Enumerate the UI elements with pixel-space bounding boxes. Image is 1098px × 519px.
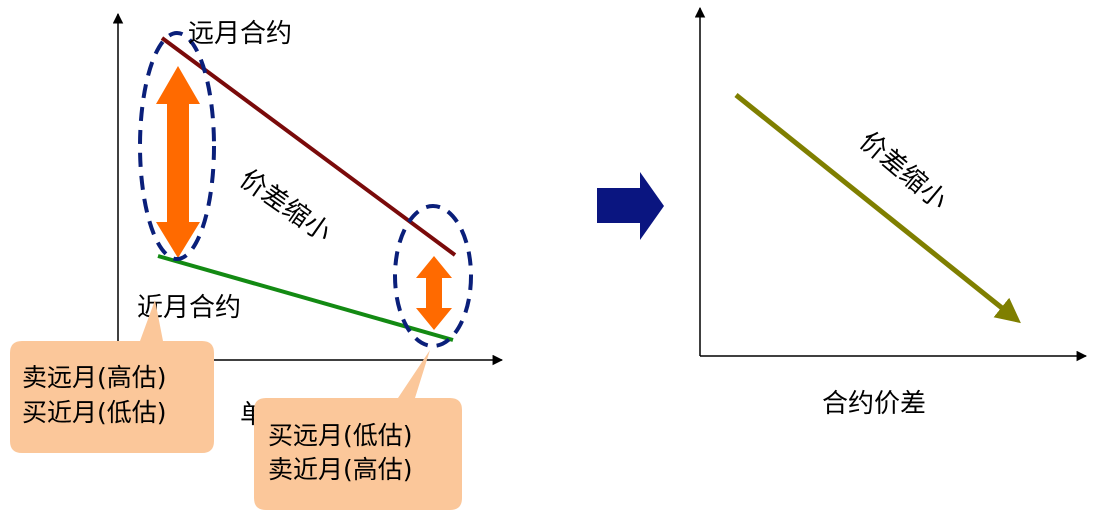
callout-left-line2: 买近月(低估) <box>22 398 167 427</box>
callout-right-line2: 卖近月(高估) <box>268 455 413 484</box>
transition-arrow <box>597 172 664 240</box>
callout-right: 买远月(低估) 卖近月(高估) <box>254 350 462 510</box>
right-x-axis-label: 合约价差 <box>822 389 926 419</box>
callout-right-line1: 买远月(低估) <box>268 421 413 450</box>
left-spread-narrowing-label: 价差缩小 <box>234 164 336 248</box>
spread-arrow-small <box>416 256 452 330</box>
spread-arrow-large <box>156 66 200 258</box>
far-contract-label: 远月合约 <box>188 19 292 49</box>
callout-left-line1: 卖远月(高估) <box>22 363 167 392</box>
